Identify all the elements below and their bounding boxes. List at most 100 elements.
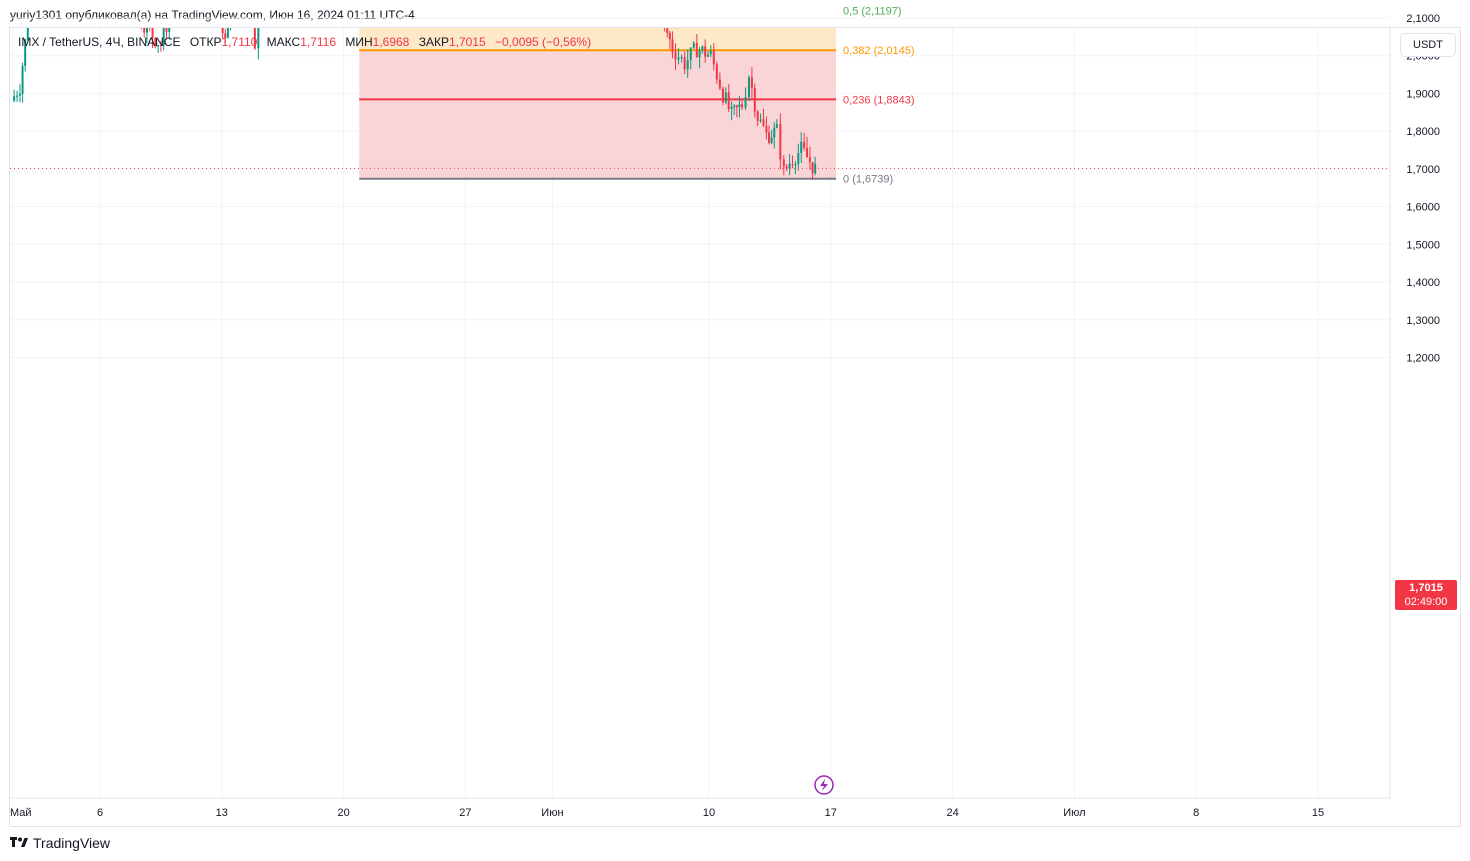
chart-frame bbox=[9, 27, 1461, 827]
candle-body bbox=[756, 111, 759, 121]
candle-body bbox=[21, 65, 24, 94]
candle-body bbox=[148, 28, 151, 29]
candle-body bbox=[709, 50, 712, 55]
candle-body bbox=[534, 0, 536, 5]
y-tick-label: 1,8000 bbox=[1406, 126, 1440, 138]
lightning-event-icon bbox=[814, 775, 834, 795]
candle-body bbox=[24, 39, 27, 66]
y-tick-label: 1,4000 bbox=[1406, 277, 1440, 289]
fib-level-label: 0,236 (1,8843) bbox=[843, 94, 915, 106]
candle-body bbox=[773, 127, 776, 138]
candle-body bbox=[18, 93, 21, 96]
fib-zone bbox=[359, 0, 836, 11]
candle-body bbox=[727, 92, 730, 109]
candle-body bbox=[775, 124, 778, 128]
candle-body bbox=[154, 37, 157, 47]
candle-body bbox=[715, 64, 718, 80]
candle-body bbox=[811, 162, 814, 174]
candle-body bbox=[671, 39, 674, 53]
candle-body bbox=[753, 88, 756, 112]
candle-body bbox=[230, 4, 232, 24]
x-tick-label: 10 bbox=[703, 807, 715, 819]
candle-body bbox=[168, 28, 171, 32]
candle-body bbox=[721, 88, 724, 103]
candle-body bbox=[686, 60, 689, 70]
candle-body bbox=[171, 6, 173, 15]
candle-body bbox=[143, 28, 146, 33]
x-tick-label: 20 bbox=[337, 807, 349, 819]
candle-body bbox=[701, 46, 704, 51]
top-bar: yuriy1301 опубликовал(а) на TradingView.… bbox=[0, 0, 1470, 28]
published-info: yuriy1301 опубликовал(а) на TradingView.… bbox=[10, 8, 415, 22]
y-tick-label: 1,2000 bbox=[1406, 353, 1440, 365]
change-value: −0,0095 (−0,56%) bbox=[495, 35, 592, 49]
candle-body bbox=[698, 50, 701, 58]
candle-body bbox=[253, 28, 256, 49]
candle-body bbox=[692, 42, 695, 48]
candle-body bbox=[759, 119, 762, 121]
symbol-name[interactable]: IMX / TetherUS, 4Ч, BINANCE bbox=[18, 35, 181, 49]
currency-button[interactable]: USDT bbox=[1400, 33, 1456, 57]
x-tick-label: 17 bbox=[825, 807, 837, 819]
candle-body bbox=[661, 0, 663, 14]
lightning-bolt bbox=[820, 779, 828, 791]
low-label: МИН bbox=[345, 35, 373, 49]
candle-body bbox=[794, 164, 797, 166]
close-label: ЗАКР bbox=[418, 35, 449, 49]
candle-body bbox=[248, 0, 250, 1]
candle-body bbox=[226, 28, 229, 38]
last-price-value: 1,7015 bbox=[1409, 582, 1443, 594]
y-tick-label: 1,6000 bbox=[1406, 202, 1440, 214]
candle-body bbox=[162, 28, 165, 46]
fib-level-label: 0,5 (2,1197) bbox=[843, 6, 902, 18]
candles bbox=[13, 0, 817, 180]
candle-body bbox=[704, 46, 707, 57]
candle-body bbox=[741, 104, 744, 108]
y-tick-label: 1,7000 bbox=[1406, 164, 1440, 176]
candle-body bbox=[159, 45, 162, 47]
candle-body bbox=[791, 164, 794, 166]
candle-body bbox=[779, 124, 782, 160]
tradingview-logo-icon bbox=[10, 837, 28, 847]
fib-zone bbox=[359, 99, 837, 179]
x-tick-label: 24 bbox=[946, 807, 958, 819]
candle-body bbox=[140, 9, 142, 25]
symbol-legend[interactable]: IMX / TetherUS, 4Ч, BINANCE ОТКР1,7110 М… bbox=[18, 35, 591, 49]
candle-body bbox=[695, 42, 698, 58]
x-tick-label: 13 bbox=[216, 807, 228, 819]
candle-countdown: 02:49:00 bbox=[1404, 596, 1448, 608]
low-value: 1,6968 bbox=[372, 35, 410, 49]
candle-body bbox=[677, 57, 680, 60]
candle-body bbox=[800, 141, 803, 153]
candle-body bbox=[738, 104, 741, 108]
candle-body bbox=[788, 164, 791, 169]
candle-body bbox=[29, 0, 31, 26]
candle-body bbox=[257, 28, 260, 49]
candle-body bbox=[808, 157, 811, 163]
open-value: 1,7110 bbox=[221, 35, 258, 49]
candle-body bbox=[165, 28, 168, 32]
y-tick-label: 1,9000 bbox=[1406, 88, 1440, 100]
tradingview-footer[interactable]: TradingView bbox=[10, 835, 110, 851]
x-tick-label: 27 bbox=[459, 807, 471, 819]
candle-body bbox=[770, 137, 773, 143]
fib-zone bbox=[359, 50, 837, 100]
candle-body bbox=[803, 141, 806, 149]
candle-body bbox=[797, 152, 800, 165]
candle-body bbox=[219, 4, 221, 19]
candle-body bbox=[785, 166, 788, 169]
fib-level-label: 0 (1,6739) bbox=[843, 174, 893, 186]
tradingview-brand: TradingView bbox=[33, 835, 111, 851]
candle-body bbox=[668, 32, 671, 40]
candle-body bbox=[806, 148, 809, 158]
candle-body bbox=[768, 132, 771, 143]
candle-body bbox=[537, 0, 539, 5]
x-tick-label: Май bbox=[10, 807, 32, 819]
candle-body bbox=[16, 95, 19, 97]
candle-body bbox=[683, 57, 686, 70]
candle-body bbox=[666, 28, 669, 33]
candle-body bbox=[748, 77, 751, 98]
close-value: 1,7015 bbox=[448, 35, 486, 49]
candle-body bbox=[735, 105, 738, 108]
